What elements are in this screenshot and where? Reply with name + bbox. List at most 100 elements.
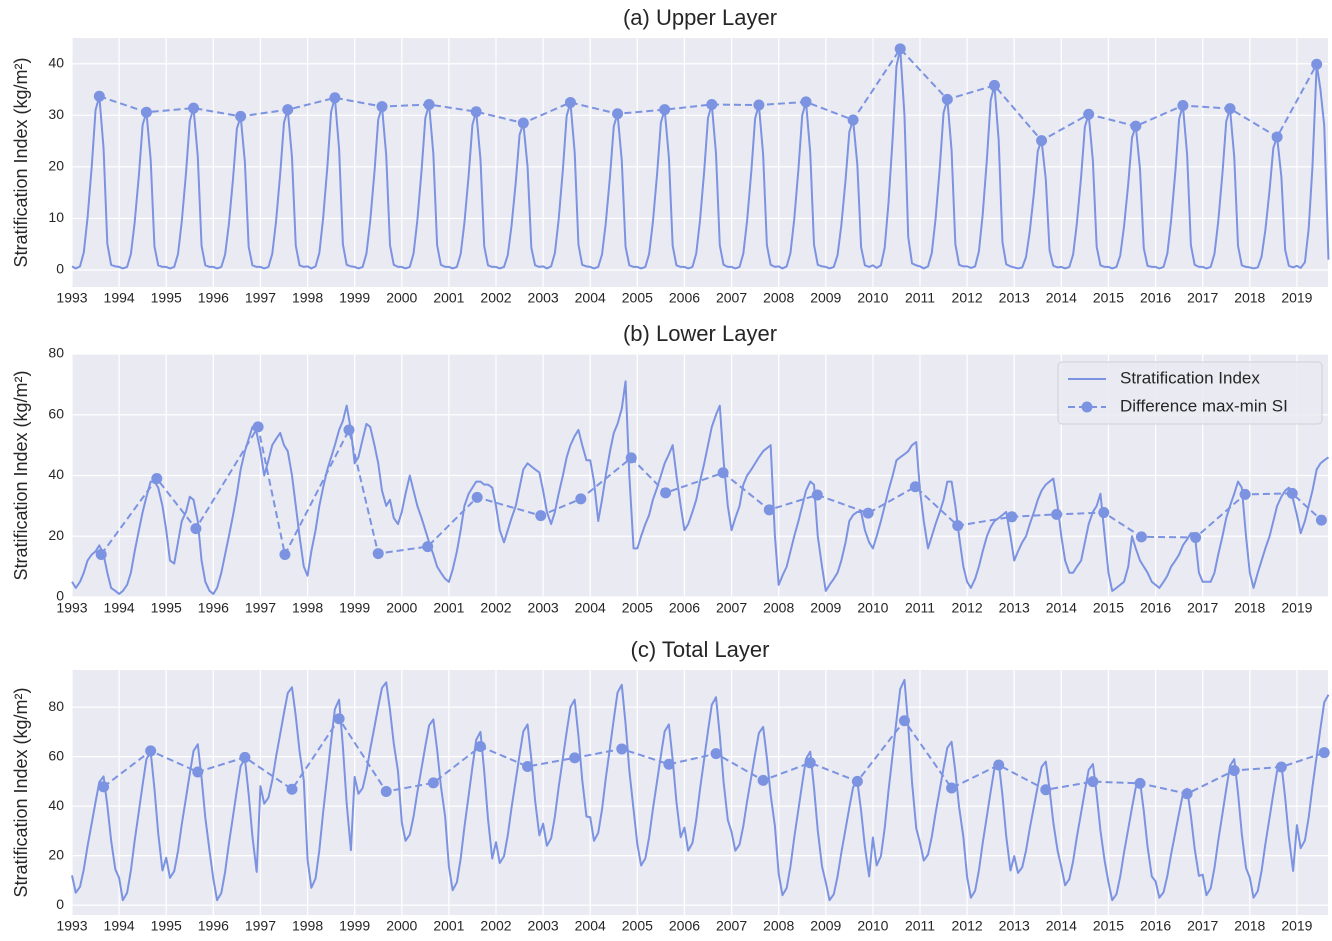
x-tick-label: 2016 [1140,600,1171,616]
legend-marker [1081,401,1093,413]
marker [423,99,435,111]
marker [988,79,1000,91]
marker [95,548,107,560]
x-tick-label: 2014 [1046,918,1077,934]
marker [151,473,163,485]
x-tick-label: 2016 [1140,918,1171,934]
marker [252,421,264,433]
marker [710,748,722,760]
x-tick-label: 2000 [386,600,417,616]
dashed-line [98,47,1318,142]
marker [612,108,624,120]
marker [470,106,482,118]
y-axis-label: Stratification Index (kg/m²) [11,687,31,897]
x-tick-label: 2001 [433,290,464,306]
x-tick-label: 2015 [1093,600,1124,616]
marker [1181,788,1193,800]
marker [1040,784,1052,796]
marker [279,548,291,560]
x-tick-label: 2011 [905,918,935,934]
marker [753,99,765,111]
y-tick-label: 80 [48,345,64,361]
y-tick-label: 0 [56,261,64,277]
x-tick-label: 2014 [1046,290,1077,306]
y-tick-label: 30 [48,106,64,122]
marker [1318,747,1330,759]
x-tick-label: 2013 [999,918,1030,934]
marker [946,782,958,794]
marker [1083,108,1095,120]
y-tick-label: 20 [48,158,64,174]
x-tick-label: 2011 [905,600,935,616]
marker [190,523,202,535]
marker [575,493,587,505]
x-tick-label: 1993 [56,600,87,616]
marker [372,548,384,560]
x-tick-label: 2011 [905,290,935,306]
marker [569,752,581,764]
marker [422,541,434,553]
x-tick-label: 1999 [339,600,370,616]
x-tick-label: 2013 [999,600,1030,616]
x-tick-label: 2018 [1234,290,1265,306]
x-tick-label: 2014 [1046,600,1077,616]
marker [282,104,294,116]
x-tick-label: 2017 [1187,290,1218,306]
marker [1006,511,1018,523]
marker [235,110,247,122]
marker [522,761,534,773]
x-tick-label: 2006 [669,918,700,934]
x-tick-label: 1996 [198,600,229,616]
marker [811,489,823,501]
legend: Stratification Index Difference max-min S… [1057,361,1323,425]
x-tick-label: 1998 [292,290,323,306]
marker [427,777,439,789]
x-tick-label: 2005 [622,600,653,616]
x-tick-label: 1996 [198,290,229,306]
marker [1036,135,1048,147]
y-tick-label: 10 [48,209,64,225]
x-tick-label: 2006 [669,600,700,616]
marker [380,786,392,798]
marker [1228,764,1240,776]
x-tick-label: 1993 [56,290,87,306]
y-tick-label: 20 [48,846,64,862]
x-tick-label: 1997 [245,290,276,306]
y-tick-label: 0 [56,896,64,912]
x-tick-label: 2002 [480,290,511,306]
x-tick-label: 2001 [433,918,464,934]
marker [1271,131,1283,143]
marker [343,424,355,436]
marker [1286,487,1298,499]
x-tick-label: 1998 [292,600,323,616]
x-tick-label: 2015 [1093,918,1124,934]
marker [1130,120,1142,132]
y-axis-label: Stratification Index (kg/m²) [11,57,31,267]
marker [188,102,200,114]
marker [333,713,345,725]
x-tick-label: 2017 [1187,600,1218,616]
marker [1190,531,1202,543]
marker [616,743,628,755]
marker [1134,777,1146,789]
x-tick-label: 2008 [763,600,794,616]
x-tick-label: 2019 [1281,600,1312,616]
marker [1224,103,1236,115]
marker [851,775,863,787]
x-tick-label: 2000 [386,918,417,934]
x-tick-label: 2004 [575,600,606,616]
x-tick-label: 2007 [716,600,747,616]
x-tick-label: 2012 [952,600,983,616]
marker [564,96,576,108]
x-tick-label: 1995 [151,290,182,306]
x-tick-label: 2004 [575,290,606,306]
marker [804,757,816,769]
x-tick-label: 1997 [245,918,276,934]
legend-label: Difference max-min SI [1120,396,1288,415]
marker [847,114,859,126]
x-tick-label: 2018 [1234,918,1265,934]
x-tick-label: 1998 [292,918,323,934]
marker [93,90,105,102]
marker [663,758,675,770]
x-tick-label: 2009 [810,918,841,934]
